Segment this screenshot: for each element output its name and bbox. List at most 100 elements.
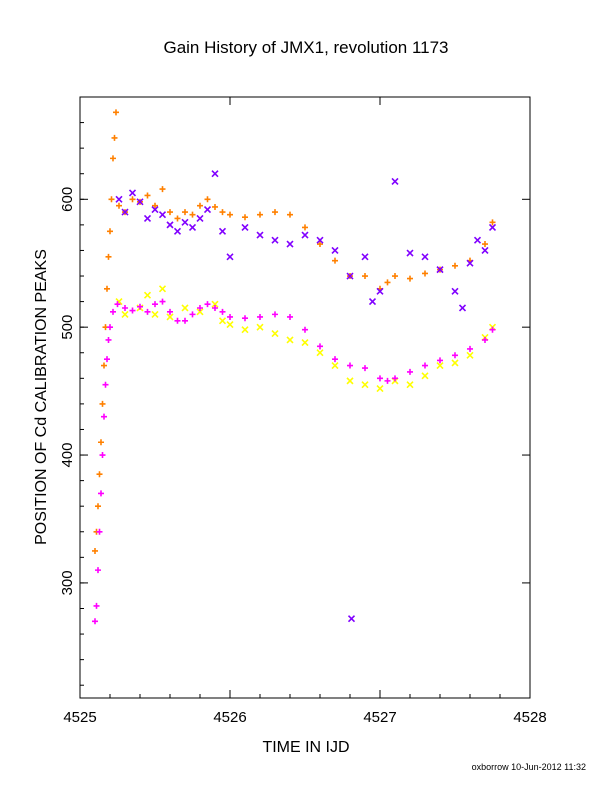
data-point xyxy=(218,227,227,235)
data-point xyxy=(452,262,458,269)
data-point xyxy=(368,298,377,306)
data-point xyxy=(211,300,219,308)
data-point xyxy=(128,189,137,197)
y-tick-label: 500 xyxy=(59,315,76,340)
data-point xyxy=(108,196,115,203)
data-point xyxy=(173,227,182,235)
data-point xyxy=(473,236,482,244)
data-point xyxy=(347,362,353,369)
data-point xyxy=(181,218,189,226)
data-point xyxy=(384,377,391,384)
data-point xyxy=(421,253,429,261)
data-point xyxy=(151,310,159,318)
data-point xyxy=(98,439,104,446)
data-point xyxy=(488,223,497,231)
data-point xyxy=(436,266,444,274)
data-point xyxy=(331,361,339,370)
data-point xyxy=(158,211,167,219)
data-point xyxy=(189,211,196,218)
data-point xyxy=(241,326,249,334)
data-point xyxy=(152,202,158,209)
data-point xyxy=(302,326,308,333)
data-point xyxy=(115,195,123,203)
data-point xyxy=(211,170,219,178)
data-point xyxy=(467,345,473,352)
data-point xyxy=(174,215,181,222)
data-point xyxy=(129,196,136,203)
data-point xyxy=(332,356,338,363)
data-point xyxy=(346,377,354,385)
data-point xyxy=(98,490,104,497)
data-point xyxy=(144,308,151,315)
data-point xyxy=(241,223,249,231)
data-point xyxy=(226,253,234,261)
data-point xyxy=(346,272,354,280)
data-point xyxy=(271,236,279,244)
data-point xyxy=(256,231,264,239)
data-point xyxy=(105,336,112,343)
data-point xyxy=(101,362,107,369)
x-tick-label: 4528 xyxy=(513,709,546,726)
data-point xyxy=(181,304,189,312)
data-point xyxy=(226,321,234,329)
data-point xyxy=(301,231,309,239)
data-point xyxy=(227,211,233,218)
data-point xyxy=(489,326,496,333)
data-point xyxy=(361,253,369,261)
plot-frame xyxy=(79,96,531,699)
data-point xyxy=(271,329,279,338)
data-point xyxy=(93,602,100,609)
data-point xyxy=(286,240,294,248)
data-point xyxy=(188,223,197,231)
data-point xyxy=(287,313,293,320)
series-1 xyxy=(115,170,497,623)
data-point xyxy=(466,259,474,267)
data-point xyxy=(384,279,391,286)
data-point xyxy=(107,324,113,331)
data-point xyxy=(361,381,369,389)
data-point xyxy=(466,351,474,359)
data-point xyxy=(392,273,398,280)
data-point xyxy=(116,202,122,209)
data-point xyxy=(407,368,413,375)
data-point xyxy=(107,228,113,235)
data-point xyxy=(159,186,166,193)
data-point xyxy=(219,209,226,216)
data-point xyxy=(422,362,428,369)
data-point xyxy=(136,198,144,206)
data-point xyxy=(316,236,324,244)
data-point xyxy=(203,205,212,214)
data-point xyxy=(92,547,98,554)
data-point xyxy=(377,375,383,382)
series-2 xyxy=(115,285,497,393)
data-point xyxy=(452,352,458,359)
data-point xyxy=(422,270,428,277)
data-point xyxy=(301,338,309,347)
data-point xyxy=(95,567,101,574)
data-point xyxy=(99,400,106,407)
data-point xyxy=(212,203,218,210)
y-axis-label: POSITION OF Cd CALIBRATION PEAKS xyxy=(33,249,50,545)
data-point xyxy=(317,241,323,248)
data-point xyxy=(92,618,98,625)
data-point xyxy=(481,246,489,255)
axis-ticks: 4525 4526 4527 4528 300 400 500 600 xyxy=(59,97,547,726)
footer-credit: oxborrow 10-Jun-2012 11:32 xyxy=(472,762,586,772)
data-point xyxy=(489,219,496,226)
data-point xyxy=(421,372,429,380)
data-point xyxy=(113,109,119,116)
data-point xyxy=(458,304,467,312)
data-point xyxy=(96,471,103,478)
data-point xyxy=(219,308,226,315)
data-point xyxy=(286,336,294,344)
data-point xyxy=(167,308,173,315)
data-point xyxy=(347,615,356,623)
data-point xyxy=(95,503,101,510)
data-point xyxy=(152,301,158,308)
data-point xyxy=(197,304,203,311)
data-point xyxy=(137,303,143,310)
series-0 xyxy=(92,109,496,554)
data-point xyxy=(111,134,118,141)
data-point xyxy=(129,307,136,314)
